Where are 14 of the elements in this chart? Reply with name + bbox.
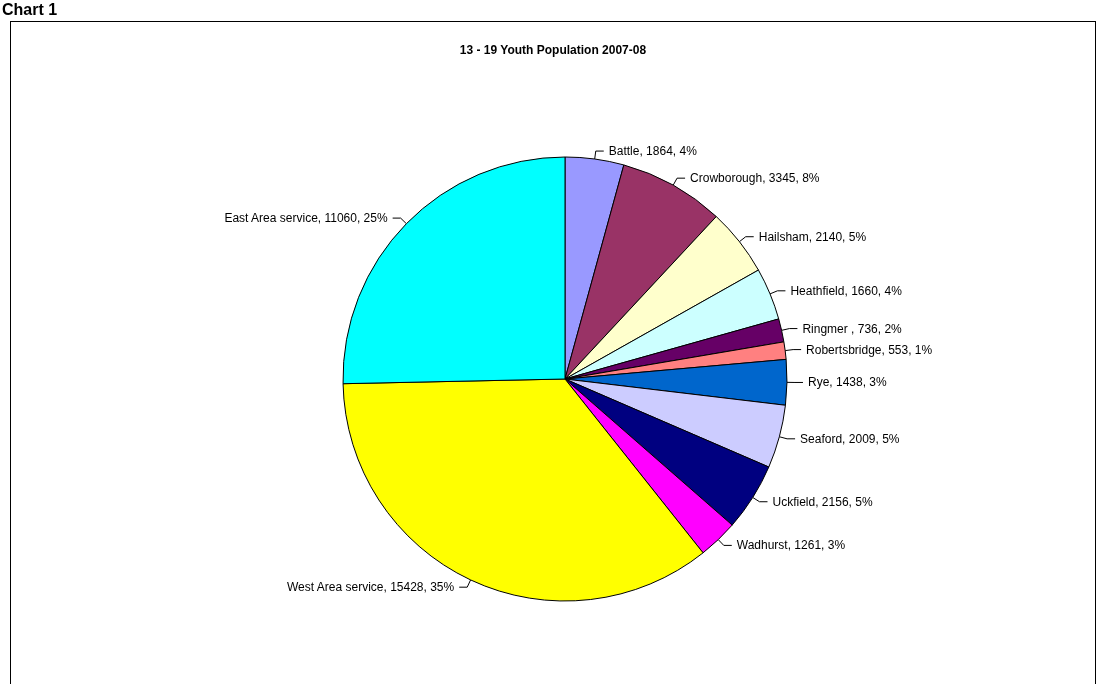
slice-label: Uckfield, 2156, 5% — [772, 494, 873, 509]
slice-label: Crowborough, 3345, 8% — [690, 171, 820, 186]
chart-title: 13 - 19 Youth Population 2007-08 — [459, 43, 647, 57]
slice-label: Robertsbridge, 553, 1% — [806, 342, 933, 357]
caption: Chart 1 — [2, 0, 58, 19]
slice-label: East Area service, 11060, 25% — [224, 211, 388, 226]
slice-label: West Area service, 15428, 35% — [287, 580, 455, 595]
slice-label: Seaford, 2009, 5% — [800, 431, 900, 446]
slice-label: Wadhurst, 1261, 3% — [736, 538, 846, 553]
slice-label: Hailsham, 2140, 5% — [758, 229, 867, 244]
slice-label: Rye, 1438, 3% — [807, 375, 888, 390]
slice-label: Ringmer , 736, 2% — [802, 321, 903, 336]
slice-label: Battle, 1864, 4% — [608, 144, 698, 159]
slice-label: Heathfield, 1660, 4% — [790, 283, 903, 298]
